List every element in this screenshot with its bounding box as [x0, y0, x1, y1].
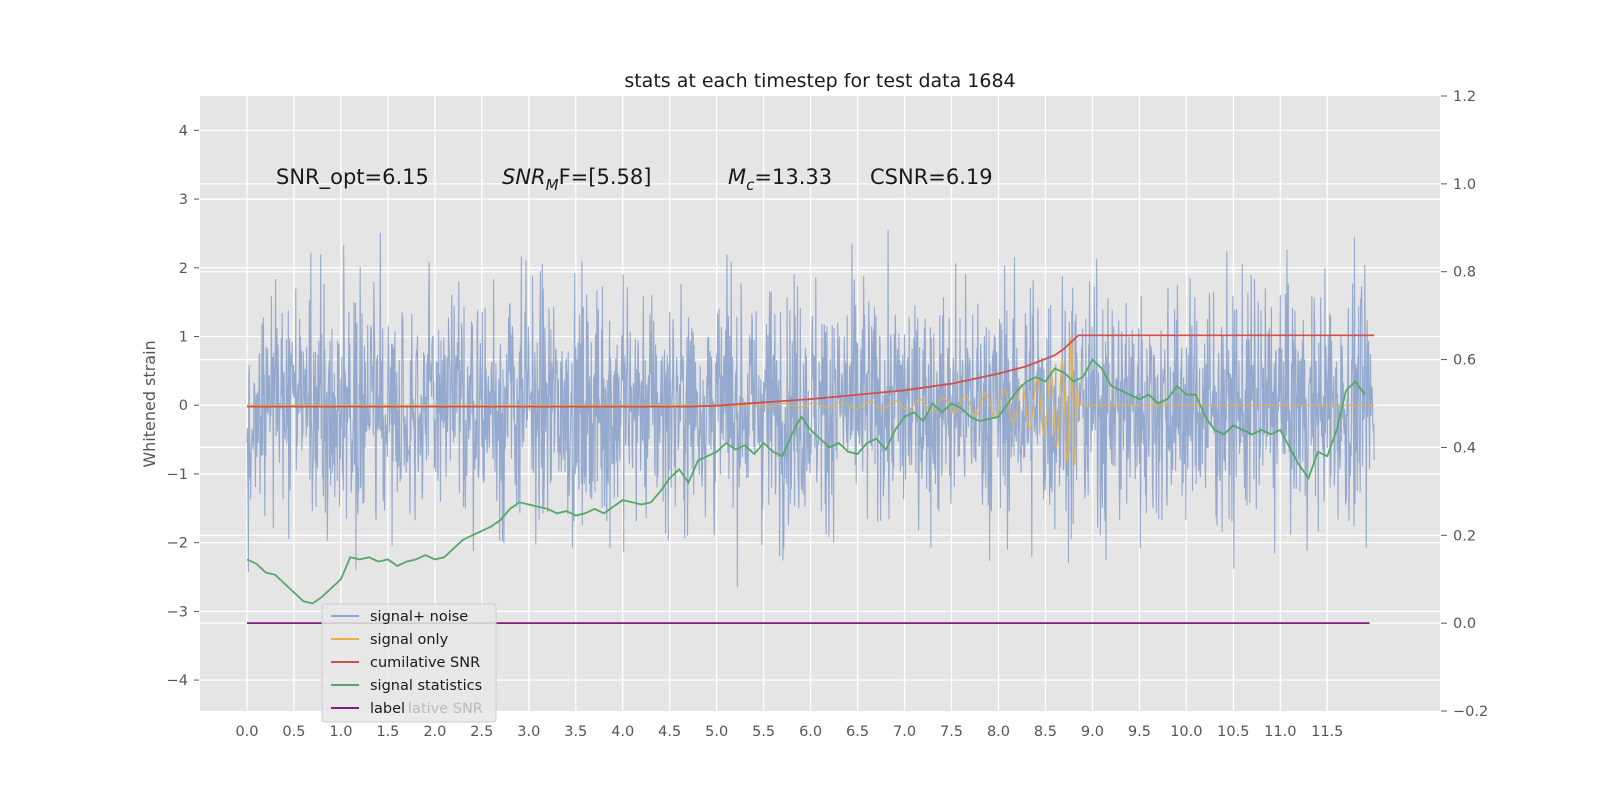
annotations: SNR_opt=6.15 SNRMF=[5.58] Mc=13.33 CSNR=…: [276, 165, 993, 194]
annotation-snr-opt: SNR_opt=6.15: [276, 165, 429, 190]
series-line-signal-noise: [246, 229, 1375, 588]
y-tick-label: −2: [167, 536, 188, 552]
x-tick-label: 0.0: [235, 724, 258, 740]
legend-label-signal-statistics: signal statistics: [370, 678, 482, 694]
y2-tick-label: 0.4: [1453, 440, 1476, 456]
y-tick-label: 4: [179, 123, 188, 139]
y-axis-ticks: −4 −3 −2 −1 0 1 2 3 4: [167, 123, 199, 689]
y2-tick-label: −0.2: [1453, 704, 1488, 720]
x-tick-label: 6.5: [846, 724, 869, 740]
x-tick-label: 7.0: [893, 724, 916, 740]
series-signal-noise: [246, 229, 1375, 588]
y2-axis-ticks: −0.2 0.0 0.2 0.4 0.6 0.8 1.0 1.2: [1441, 89, 1488, 720]
y2-tick-label: 1.2: [1453, 89, 1476, 105]
legend: signal+ noise signal only cumilative SNR…: [321, 603, 497, 723]
x-tick-label: 6.0: [799, 724, 822, 740]
x-tick-label: 10.5: [1217, 724, 1249, 740]
annotation-mc-symbol: M: [728, 165, 746, 189]
legend-label-signal-only: signal only: [370, 632, 449, 648]
x-tick-label: 11.0: [1264, 724, 1296, 740]
series-line-signal-only: [247, 336, 1375, 466]
chart-title: stats at each timestep for test data 168…: [624, 70, 1015, 92]
y-tick-label: −1: [167, 467, 188, 483]
series-line-cumulative-snr: [247, 334, 1375, 408]
x-tick-label: 4.0: [611, 724, 634, 740]
series-signal-only: [247, 336, 1375, 466]
annotation-mc-value: =13.33: [754, 165, 832, 189]
legend-label-signal-noise: signal+ noise: [370, 609, 468, 625]
x-tick-label: 11.5: [1311, 724, 1343, 740]
y-tick-label: 2: [179, 261, 188, 277]
y-tick-label: 1: [179, 330, 188, 346]
x-tick-label: 3.5: [564, 724, 587, 740]
y2-tick-label: 1.0: [1453, 177, 1476, 193]
y2-tick-label: 0.0: [1453, 616, 1476, 632]
x-tick-label: 9.0: [1081, 724, 1104, 740]
y-tick-label: 3: [179, 192, 188, 208]
x-tick-label: 5.5: [752, 724, 775, 740]
annotation-snr-mf-subscript: M: [546, 176, 559, 194]
y2-tick-label: 0.2: [1453, 528, 1476, 544]
annotation-mc-subscript: c: [746, 176, 755, 194]
x-tick-label: 8.5: [1034, 724, 1057, 740]
y2-tick-label: 0.6: [1453, 353, 1476, 369]
x-tick-label: 4.5: [658, 724, 681, 740]
annotation-csnr: CSNR=6.19: [870, 165, 993, 189]
x-tick-label: 8.0: [987, 724, 1010, 740]
legend-label-label: label: [370, 701, 405, 717]
legend-ghost-text: lative SNR: [408, 701, 483, 717]
annotation-snr-mf-value: F=[5.58]: [559, 165, 652, 189]
y-tick-label: −4: [167, 673, 188, 689]
series-line-signal-statistics: [246, 358, 1366, 605]
x-tick-label: 2.5: [470, 724, 493, 740]
y-tick-label: −3: [167, 604, 188, 620]
x-tick-label: 1.0: [329, 724, 352, 740]
annotation-mc: Mc=13.33: [728, 165, 832, 194]
legend-label-cumulative-snr: cumilative SNR: [370, 655, 480, 671]
x-axis-ticks: 0.0 0.5 1.0 1.5 2.0 2.5 3.0 3.5 4.0 4.5 5.0 5.5 6.0 6…: [235, 724, 1343, 740]
x-tick-label: 2.0: [423, 724, 446, 740]
y-tick-label: 0: [179, 398, 188, 414]
x-tick-label: 7.5: [940, 724, 963, 740]
legend-box: [321, 603, 497, 723]
x-tick-label: 0.5: [282, 724, 305, 740]
x-tick-label: 1.5: [376, 724, 399, 740]
x-tick-label: 5.0: [705, 724, 728, 740]
annotation-snr-mf-symbol: SNR: [502, 165, 546, 189]
x-tick-label: 9.5: [1128, 724, 1151, 740]
x-tick-label: 10.0: [1170, 724, 1202, 740]
annotation-snr-mf: SNRMF=[5.58]: [502, 165, 651, 194]
y-axis-label: Whitened strain: [140, 340, 159, 467]
x-tick-label: 3.0: [517, 724, 540, 740]
y2-tick-label: 0.8: [1453, 265, 1476, 281]
